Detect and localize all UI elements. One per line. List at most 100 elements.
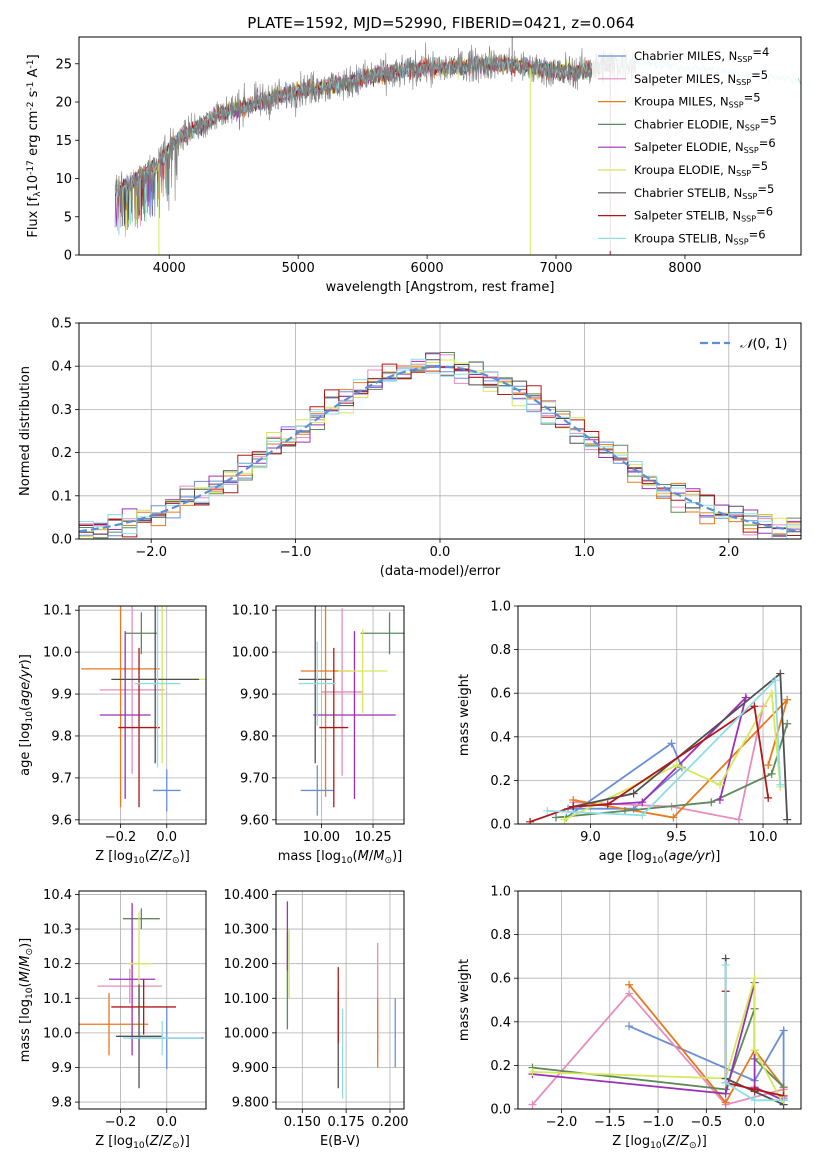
age_vs_Z-plot-area xyxy=(81,606,206,812)
weight_vs_age-ylabel: mass weight xyxy=(457,674,472,756)
x-tick-label: 1.0 xyxy=(574,545,595,560)
weight-marker xyxy=(707,798,716,807)
age_vs_mass-frame xyxy=(275,605,405,825)
y-tick-label: 0.0 xyxy=(490,1103,511,1118)
weight_vs_Z-ylabel: mass weight xyxy=(457,959,472,1041)
age_vs_Z-panel: −0.2 0.0 9.6 9.7 9.8 9.9 10.0 10.1 Z [log10(Z/Z⊙… xyxy=(18,604,207,866)
y-tick-label: 9.7 xyxy=(51,771,72,786)
weight-marker xyxy=(715,780,724,789)
y-tick-label: 9.9 xyxy=(51,1061,72,1076)
y-tick-label: 20 xyxy=(55,96,72,111)
y-tick-label: 0.2 xyxy=(490,1059,511,1074)
weight-marker xyxy=(721,961,730,970)
weight-marker xyxy=(528,1067,537,1076)
weight-marker xyxy=(776,780,785,789)
y-tick-label: 10.000 xyxy=(224,1026,270,1041)
x-tick-label: −1.0 xyxy=(642,1115,674,1130)
weight-marker xyxy=(625,1022,634,1031)
x-tick-label: 8000 xyxy=(668,261,701,276)
y-tick-label: 0.4 xyxy=(490,1015,511,1030)
weight_vs_age-xlabel: age [log10(age/yr)] xyxy=(599,849,721,866)
spectrum-ylabel: Flux [fλ10-17 erg cm-2 s-1 A-1] xyxy=(26,54,43,237)
weight-marker xyxy=(721,1078,730,1087)
weight-marker xyxy=(750,974,759,983)
x-tick-label: 6000 xyxy=(411,261,444,276)
weight-marker xyxy=(734,815,743,824)
weight-marker xyxy=(625,989,634,998)
y-tick-label: 9.9 xyxy=(51,688,72,703)
y-tick-label: 10.400 xyxy=(224,888,270,903)
x-tick-label: 0.0 xyxy=(156,830,177,845)
mass_vs_ebv-plot-area xyxy=(286,901,396,1099)
histogram-step xyxy=(79,358,801,539)
x-tick-label: 0.0 xyxy=(156,1115,177,1130)
y-tick-label: 0.8 xyxy=(490,643,511,658)
y-tick-label: 0.0 xyxy=(51,533,72,548)
weight-marker xyxy=(569,802,578,811)
weight-marker xyxy=(543,806,552,815)
x-tick-label: 0.200 xyxy=(371,1115,408,1130)
weight_vs_Z-xlabel: Z [log10(Z/Z⊙)] xyxy=(612,1134,707,1151)
y-tick-label: 10.10 xyxy=(232,604,269,619)
x-tick-label: 0.175 xyxy=(328,1115,365,1130)
weight-marker xyxy=(750,1096,759,1105)
y-tick-label: 0.6 xyxy=(490,687,511,702)
y-tick-label: 9.70 xyxy=(240,771,269,786)
weight-marker xyxy=(771,676,780,685)
y-tick-label: 0.0 xyxy=(490,818,511,833)
x-tick-label: −1.5 xyxy=(594,1115,626,1130)
weight-marker xyxy=(721,1089,730,1098)
y-tick-label: 0.2 xyxy=(51,446,72,461)
weight-line xyxy=(573,671,789,820)
y-tick-label: 1.0 xyxy=(490,600,511,615)
mass_vs_ebv-xlabel: E(B-V) xyxy=(320,1134,360,1149)
x-tick-label: 10.25 xyxy=(354,830,391,845)
weight-marker xyxy=(551,813,560,822)
weight-marker xyxy=(750,1085,759,1094)
mass_vs_ebv-panel: 0.150 0.175 0.200 9.800 9.900 10.000 10.100 10.… xyxy=(224,888,409,1149)
legend-label: 𝒩(0, 1) xyxy=(740,337,787,352)
y-tick-label: 15 xyxy=(55,134,72,149)
y-tick-label: 5 xyxy=(64,210,72,225)
weight-marker xyxy=(603,800,612,809)
x-tick-label: 0.0 xyxy=(430,545,451,560)
x-tick-label: 2.0 xyxy=(718,545,739,560)
weight-marker xyxy=(783,815,792,824)
x-tick-label: 7000 xyxy=(539,261,572,276)
weight-marker xyxy=(620,806,629,815)
weight_vs_age-plot-area xyxy=(526,669,792,824)
y-tick-label: 9.800 xyxy=(232,1096,269,1111)
spectrum-xlabel: wavelength [Angstrom, rest frame] xyxy=(326,280,555,295)
y-tick-label: 0.4 xyxy=(51,360,72,375)
x-tick-label: −0.5 xyxy=(691,1115,723,1130)
y-tick-label: 9.8 xyxy=(51,729,72,744)
y-tick-label: 10.300 xyxy=(224,923,270,938)
weight-marker xyxy=(667,739,676,748)
weight-marker xyxy=(779,1026,788,1035)
mass_vs_Z-panel: −0.2 0.0 9.8 9.9 10.0 10.1 10.2 10.3 10.4 Z [log1… xyxy=(18,888,207,1151)
residuals-xlabel: (data-model)/error xyxy=(380,564,501,579)
weight-marker xyxy=(638,798,647,807)
weight-marker xyxy=(629,789,638,798)
legend-label: Chabrier MILES, NSSP=4 xyxy=(634,45,769,64)
weight-marker xyxy=(560,815,569,824)
weight-marker xyxy=(750,1046,759,1055)
x-tick-label: −2.0 xyxy=(546,1115,578,1130)
x-tick-label: −1.0 xyxy=(280,545,312,560)
y-tick-label: 10.3 xyxy=(43,923,72,938)
figure-title: PLATE=1592, MJD=52990, FIBERID=0421, z=0… xyxy=(247,14,634,32)
y-tick-label: 9.80 xyxy=(240,729,269,744)
legend-label: Kroupa MILES, NSSP=5 xyxy=(634,91,761,110)
mass_vs_Z-plot-area xyxy=(79,903,204,1089)
residuals-plot-area xyxy=(79,352,801,539)
x-tick-label: −0.2 xyxy=(105,1115,137,1130)
weight_vs_Z-plot-area xyxy=(528,954,788,1109)
age_vs_mass-xlabel: mass [log10(M/M⊙)] xyxy=(278,849,402,866)
y-tick-label: 0.1 xyxy=(51,489,72,504)
weight-marker xyxy=(625,980,634,989)
weight-marker xyxy=(741,693,750,702)
weight-marker xyxy=(767,689,776,698)
spectrum-legend: Chabrier MILES, NSSP=4 Salpeter MILES, NS… xyxy=(592,43,798,251)
x-tick-label: 9.5 xyxy=(666,830,687,845)
